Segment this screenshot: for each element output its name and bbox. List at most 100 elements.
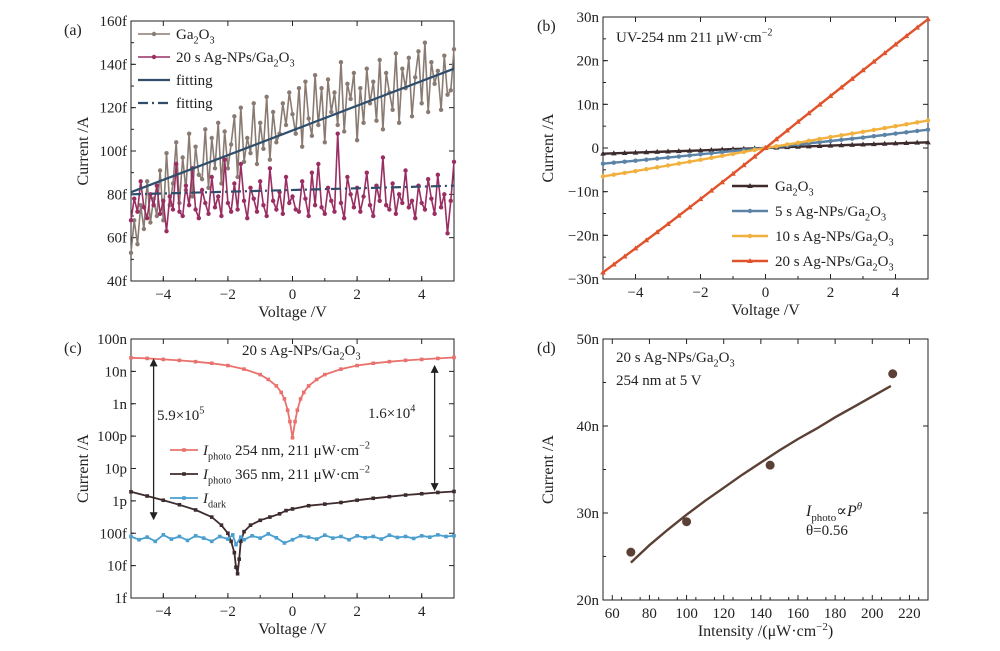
data-point [322,211,327,217]
data-point [293,207,298,212]
data-point [331,536,335,540]
data-point [925,118,931,123]
data-point [329,198,334,204]
x-tick-label: 0 [762,285,770,301]
data-point [245,135,250,141]
x-axis-label: Intensity /(μW·cm−2) [698,621,833,640]
data-point [284,508,288,513]
series-line [130,356,455,438]
data-point [145,535,149,539]
data-point [849,136,855,141]
legend-label: Ga2O3 [775,179,814,199]
data-point [266,532,271,536]
data-point [383,202,389,208]
data-point [232,550,237,555]
data-point [290,507,295,511]
data-point [347,537,351,542]
data-point [242,367,246,371]
data-point [348,96,353,102]
data-point [676,161,682,166]
data-point [186,131,192,136]
data-point [216,194,221,199]
legend-marker [182,472,186,476]
data-point [774,144,779,149]
y-tick-label: 40f [107,274,127,290]
data-point [380,127,386,132]
data-point [377,57,382,63]
data-point [219,213,224,219]
data-point [174,161,179,167]
data-point [190,194,195,199]
data-point [600,174,606,179]
data-point [138,202,143,208]
series-3 [600,118,931,179]
data-point [676,212,682,218]
data-point [687,159,692,164]
data-point [230,533,235,537]
y-tick-label: 100n [97,332,128,348]
data-point [196,215,202,221]
data-point [201,536,206,540]
data-point [709,151,714,156]
data-point [226,531,230,536]
data-point [254,161,260,167]
x-tick-label: 0 [289,604,297,620]
data-point [361,194,366,199]
data-point [296,85,302,91]
data-point [827,142,834,148]
data-point [419,101,424,106]
legend-marker [151,54,157,60]
x-tick-label: 220 [898,606,921,622]
data-point [148,220,153,225]
data-point [323,372,327,377]
data-point [164,150,169,156]
data-point [241,159,247,165]
x-tick-label: −4 [155,604,171,620]
data-point [306,384,311,388]
data-point [254,209,260,214]
data-point [177,358,182,363]
data-point [665,163,671,168]
data-point [209,515,214,519]
data-point [849,131,855,136]
data-point [795,118,801,124]
data-point [838,84,845,90]
data-point [435,68,441,74]
data-point [237,557,242,561]
data-point [225,200,231,206]
data-point [345,174,350,180]
data-point [325,185,331,191]
data-point [250,534,254,538]
data-point [419,357,424,362]
panel-a: −4 −2 0 2 4 40f 60f 80f 100f 120f 140f 160f Voltage … [64,14,457,321]
data-point [816,142,823,148]
data-point [816,101,823,107]
data-point [351,70,357,76]
data-point [828,134,833,140]
magnitude-arrow [430,364,439,492]
data-point [903,33,910,39]
y-tick-label: −30n [568,272,599,288]
data-point [153,539,158,544]
data-point [129,355,133,360]
data-point [611,160,617,165]
data-point [258,120,263,126]
ratio-label: 1.6×104 [368,404,415,422]
data-point [860,141,866,147]
data-point [371,213,376,219]
data-point [361,120,366,126]
data-point [193,534,198,538]
data-point [241,198,247,204]
y-tick-label: 1p [112,494,127,510]
data-point [687,153,692,158]
data-point [290,537,295,542]
data-point [229,539,233,544]
data-point [193,508,198,512]
data-point [145,494,149,498]
data-point [817,139,822,145]
data-point [238,161,244,167]
data-point [226,363,230,368]
data-point [203,127,208,132]
data-point [316,161,321,167]
arrow-head [430,364,439,373]
